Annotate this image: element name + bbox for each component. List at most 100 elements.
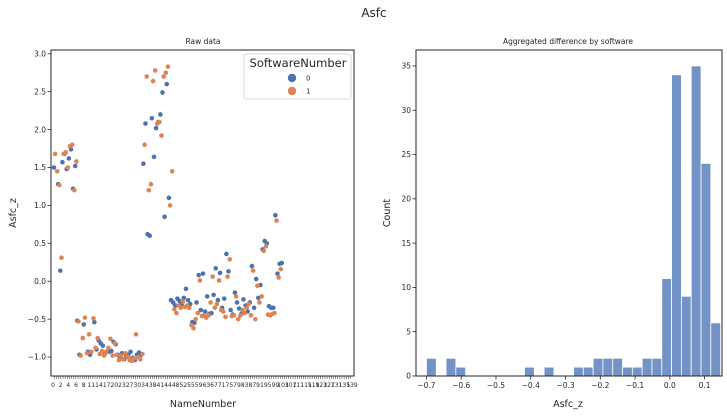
scatter-point-s1-29 <box>114 352 120 358</box>
histogram-bar-2 <box>445 357 457 377</box>
scatter-plot-area <box>51 64 285 364</box>
scatter-point-s0-100 <box>275 271 280 276</box>
scatter-xtick-label: 17 <box>103 382 111 389</box>
scatter-xtick-label: 87 <box>249 382 257 389</box>
scatter-xtick-label: 11 <box>88 382 96 389</box>
scatter-point-s1-42 <box>142 142 147 148</box>
scatter-point-s1-86 <box>235 316 241 322</box>
histogram-ylabel: Count <box>382 199 393 227</box>
scatter-point-s1-13 <box>80 335 86 341</box>
scatter-point-s1-14 <box>82 315 88 320</box>
scatter-xtick-label: 103 <box>277 382 289 389</box>
scatter-point-s1-8 <box>69 142 75 148</box>
scatter-point-s0-80 <box>232 290 238 295</box>
scatter-point-s1-46 <box>150 78 156 84</box>
scatter-xtick-label: 91 <box>256 382 264 389</box>
scatter-point-s0-72 <box>215 297 221 303</box>
scatter-point-s1-89 <box>242 310 247 316</box>
histogram-ytick-label: 25 <box>401 150 411 159</box>
scatter-point-s1-87 <box>238 313 243 318</box>
scatter-ytick-label: 1.5 <box>34 163 46 172</box>
histogram-bar-12 <box>543 366 555 377</box>
histogram-axes-frame <box>415 49 723 377</box>
scatter-xtick-label: 20 <box>111 382 119 389</box>
histogram-bar-26 <box>680 295 692 377</box>
scatter-point-s1-55 <box>169 169 175 174</box>
scatter-xtick-label: 95 <box>264 382 272 389</box>
scatter-point-s0-43 <box>153 125 159 131</box>
scatter-point-s1-95 <box>255 283 260 289</box>
scatter-xtick-label: 23 <box>118 382 126 389</box>
scatter-point-s0-58 <box>185 297 191 303</box>
scatter-xtick-label: 139 <box>346 382 358 389</box>
histogram-xtick-label: −0.3 <box>556 381 574 390</box>
scatter-xlabel: NameNumber <box>170 399 236 410</box>
scatter-point-s1-60 <box>180 299 186 305</box>
scatter-xtick-label: 14 <box>95 382 103 389</box>
scatter-ytick-label: 2.0 <box>34 125 46 134</box>
histogram-bar-29 <box>710 322 722 377</box>
scatter-point-s1-20 <box>95 335 100 341</box>
scatter-point-s0-63 <box>196 272 202 278</box>
scatter-point-s1-17 <box>89 349 94 355</box>
scatter-xtick-label: 44 <box>164 382 172 389</box>
scatter-xtick-label: 55 <box>187 382 195 389</box>
legend: SoftwareNumber 0 1 <box>243 53 352 100</box>
scatter-point-s0-56 <box>181 295 187 301</box>
scatter-point-s0-81 <box>234 300 240 305</box>
scatter-point-s0-102 <box>279 260 285 266</box>
scatter-xtick-label: 63 <box>203 382 211 389</box>
scatter-xtick-label: 27 <box>126 382 134 389</box>
scatter-xtick-label: 2 <box>59 382 63 389</box>
scatter-ytick-label: −1.0 <box>28 353 46 362</box>
scatter-xtick-label: 83 <box>241 382 249 389</box>
scatter-point-s1-76 <box>214 301 220 307</box>
histogram-y-ticks: 0 5 10 15 20 25 30 35 <box>401 62 416 381</box>
legend-marker-1 <box>287 86 297 96</box>
scatter-point-s0-41 <box>149 115 155 121</box>
scatter-point-s1-11 <box>76 319 81 324</box>
histogram-bar-15 <box>573 366 584 377</box>
scatter-xtick-label: 52 <box>180 382 188 389</box>
scatter-point-s1-38 <box>133 332 139 337</box>
scatter-point-s0-84 <box>241 297 246 302</box>
histogram-x-ticks: −0.7 −0.6 −0.5 −0.4 −0.3 −0.2 −0.1 0.0 0.1 <box>417 376 711 390</box>
scatter-point-s0-89 <box>251 305 257 311</box>
scatter-point-s1-27 <box>110 353 115 358</box>
histogram-ytick-label: 20 <box>401 195 411 204</box>
scatter-point-s1-16 <box>86 332 92 337</box>
legend-label-0: 0 <box>306 75 310 83</box>
scatter-point-s1-57 <box>174 310 179 316</box>
scatter-point-s1-24 <box>103 349 109 355</box>
scatter-point-s1-74 <box>210 274 215 279</box>
scatter-xtick-label: 119 <box>308 382 320 389</box>
scatter-xtick-label: 99 <box>272 382 280 389</box>
scatter-point-s0-71 <box>213 266 219 271</box>
histogram-xtick-label: −0.5 <box>487 381 505 390</box>
scatter-point-s0-31 <box>128 349 133 355</box>
scatter-point-s0-3 <box>60 159 65 165</box>
scatter-point-s1-40 <box>137 357 143 362</box>
scatter-point-s0-37 <box>141 161 146 167</box>
scatter-xtick-label: 131 <box>331 382 343 389</box>
histogram-bar-19 <box>612 357 623 377</box>
histogram-xlabel: Asfc_z <box>553 399 583 410</box>
scatter-point-s1-45 <box>148 181 154 187</box>
scatter-point-s0-22 <box>109 348 114 354</box>
scatter-title: Raw data <box>185 37 220 46</box>
scatter-point-s1-22 <box>99 348 105 354</box>
scatter-xtick-label: 30 <box>134 382 142 389</box>
scatter-point-s1-98 <box>261 248 267 254</box>
scatter-point-s1-32 <box>120 357 126 362</box>
scatter-xtick-label: 135 <box>339 382 351 389</box>
scatter-point-s1-10 <box>74 159 79 164</box>
scatter-point-s1-68 <box>197 278 203 283</box>
scatter-point-s0-64 <box>198 307 204 313</box>
scatter-point-s1-67 <box>195 310 201 316</box>
scatter-point-s0-65 <box>200 271 206 276</box>
scatter-point-s1-49 <box>157 119 162 125</box>
histogram-bar-25 <box>671 74 682 377</box>
scatter-point-s0-76 <box>224 251 229 257</box>
figure-title: Asfc <box>361 6 386 20</box>
